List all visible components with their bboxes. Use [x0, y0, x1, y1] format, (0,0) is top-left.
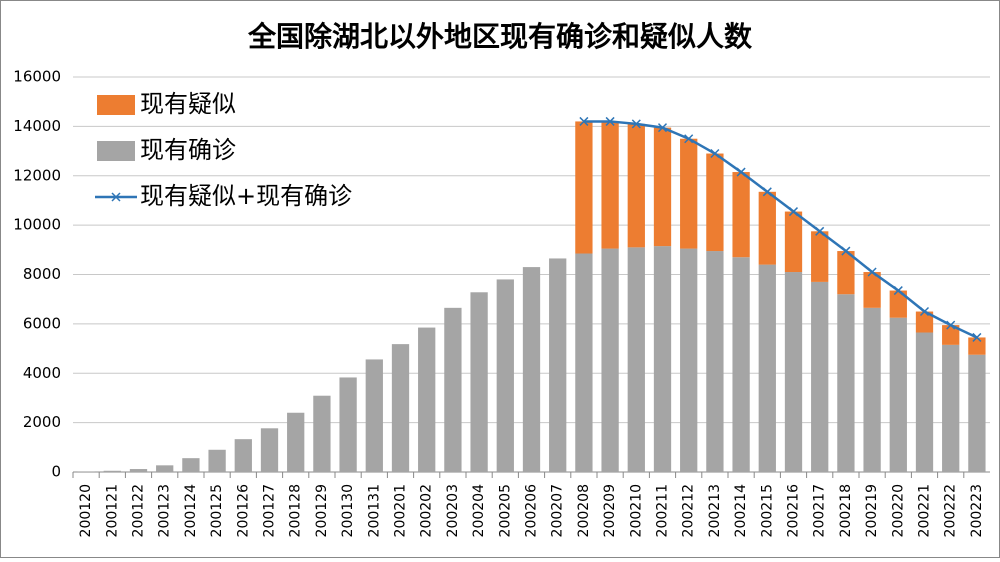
x-tick-label: 200208 [576, 484, 592, 537]
bar [208, 450, 225, 472]
bar [942, 345, 959, 472]
bar [680, 249, 697, 472]
legend-swatch [97, 141, 135, 161]
bar [575, 254, 592, 472]
x-tick-label: 200211 [655, 484, 671, 537]
x-tick-label: 200213 [707, 484, 723, 537]
bar [497, 279, 514, 472]
x-tick-label: 200215 [759, 484, 775, 537]
bar [654, 128, 671, 247]
y-tick-label: 2000 [23, 413, 61, 431]
bar [759, 265, 776, 472]
x-tick-label: 200210 [628, 484, 644, 537]
bar [759, 192, 776, 265]
x-tick-label: 200217 [812, 484, 828, 537]
bar [968, 355, 985, 472]
bar [732, 172, 749, 257]
bar [549, 258, 566, 472]
x-tick-label: 200122 [131, 484, 147, 537]
bar [654, 246, 671, 472]
x-tick-label: 200120 [78, 484, 94, 537]
bar [837, 251, 854, 294]
y-tick-label: 0 [51, 463, 61, 481]
x-tick-label: 200214 [733, 484, 749, 538]
x-tick-label: 200221 [917, 484, 933, 537]
bar [785, 212, 802, 272]
bar [680, 139, 697, 249]
bar [628, 247, 645, 472]
x-tick-label: 200203 [445, 484, 461, 537]
bar [339, 377, 356, 472]
x-tick-label: 200202 [419, 484, 435, 537]
y-tick-label: 10000 [13, 216, 61, 234]
chart-title: 全国除湖北以外地区现有确诊和疑似人数 [247, 20, 753, 53]
legend-swatch [97, 95, 135, 115]
x-tick-label: 200121 [104, 484, 120, 537]
x-tick-label: 200219 [864, 484, 880, 537]
bar [104, 471, 121, 472]
bar [156, 465, 173, 472]
x-tick-label: 200124 [183, 484, 199, 538]
x-tick-label: 200204 [471, 484, 487, 538]
x-tick-label: 200209 [602, 484, 618, 537]
bar [785, 272, 802, 472]
bar [837, 294, 854, 472]
bar [444, 308, 461, 472]
bar [392, 344, 409, 472]
y-tick-label: 12000 [13, 166, 61, 184]
y-tick-label: 14000 [13, 117, 61, 135]
bar [968, 337, 985, 354]
y-tick-label: 6000 [23, 314, 61, 332]
bar [313, 396, 330, 472]
x-tick-label: 200125 [209, 484, 225, 537]
x-tick-label: 200205 [497, 484, 513, 537]
y-tick-label: 16000 [13, 68, 61, 86]
x-tick-label: 200216 [786, 484, 802, 538]
bar [732, 257, 749, 472]
legend-label: 现有疑似 [140, 90, 236, 118]
x-tick-label: 200206 [524, 484, 540, 538]
y-tick-label: 8000 [23, 265, 61, 283]
legend-label: 现有确诊 [140, 136, 236, 164]
x-tick-label: 200130 [340, 484, 356, 537]
bar [182, 458, 199, 472]
x-tick-label: 200201 [393, 484, 409, 537]
bar [418, 328, 435, 472]
x-tick-label: 200222 [943, 484, 959, 537]
x-tick-label: 200123 [157, 484, 173, 537]
x-tick-label: 200129 [314, 484, 330, 537]
x-tick-label: 200128 [288, 484, 304, 537]
x-tick-label: 200127 [262, 484, 278, 537]
bar [706, 154, 723, 252]
bar [601, 249, 618, 472]
x-tick-label: 200220 [890, 484, 906, 537]
bar [863, 308, 880, 472]
bar [130, 469, 147, 472]
bar [366, 359, 383, 472]
x-tick-label: 200212 [681, 484, 697, 537]
bar [811, 282, 828, 472]
bar [706, 251, 723, 472]
bar [235, 439, 252, 472]
legend-label: 现有疑似+现有确诊 [140, 182, 352, 210]
bar [601, 121, 618, 248]
bar [575, 121, 592, 253]
bar [523, 267, 540, 472]
bar [890, 318, 907, 472]
x-tick-label: 200207 [550, 484, 566, 537]
x-tick-label: 200126 [235, 484, 251, 538]
bar [628, 124, 645, 247]
y-tick-label: 4000 [23, 364, 61, 382]
x-tick-label: 200223 [969, 484, 985, 537]
bar [470, 292, 487, 472]
x-tick-label: 200131 [366, 484, 382, 537]
bar [287, 413, 304, 472]
bar [261, 428, 278, 472]
bar [811, 231, 828, 282]
bar [916, 333, 933, 472]
x-tick-label: 200218 [838, 484, 854, 537]
